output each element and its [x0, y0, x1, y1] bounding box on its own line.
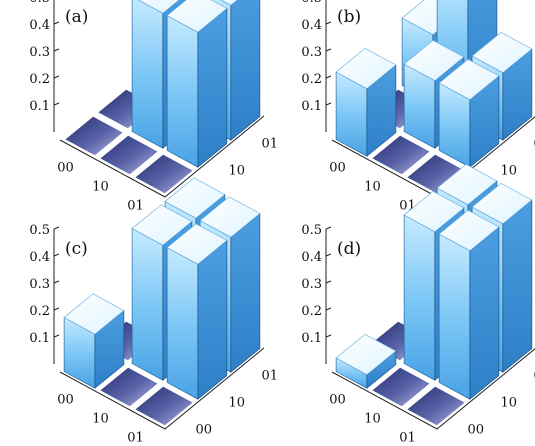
z-tick-label: 0.4: [29, 250, 50, 265]
row-label: 10: [364, 412, 381, 427]
z-tick-mark: [325, 253, 332, 257]
z-tick-label: 0.3: [301, 277, 322, 292]
z-tick-label: 0.5: [29, 0, 50, 6]
row-label: 10: [364, 180, 381, 195]
bar-01-00: [404, 384, 468, 428]
row-label: 00: [57, 161, 74, 176]
z-tick-mark: [53, 226, 60, 230]
z-tick-label: 0.4: [301, 18, 322, 33]
panel-c: 0.1 0.2 0.3 0.4 0.5 (c) 00 10 01 00 10 01: [29, 177, 279, 446]
z-tick-label: 0.4: [29, 18, 50, 33]
z-tick-mark: [325, 75, 332, 79]
z-tick-label: 0.5: [29, 223, 50, 238]
z-tick-mark: [325, 102, 332, 106]
z-tick-mark: [53, 102, 60, 106]
z-tick-label: 0.3: [29, 45, 50, 60]
bar-01-00: [132, 152, 196, 196]
floor-edge: [59, 347, 265, 430]
row-label: 01: [127, 431, 144, 446]
z-tick-label: 0.1: [29, 99, 50, 114]
z-tick-mark: [325, 334, 332, 338]
col-label: 00: [196, 423, 213, 438]
z-tick-label: 0.2: [29, 72, 50, 87]
z-tick-mark: [325, 280, 332, 284]
col-label: 10: [229, 396, 246, 411]
z-tick-mark: [325, 226, 332, 230]
z-tick-mark: [53, 280, 60, 284]
bar-10-00: [369, 365, 433, 409]
z-tick-label: 0.1: [301, 331, 322, 346]
col-label: 01: [534, 369, 535, 384]
z-tick-label: 0.3: [301, 45, 322, 60]
z-tick-mark: [53, 48, 60, 52]
bar-00-00: [62, 114, 126, 158]
row-label: 00: [329, 161, 346, 176]
z-tick-mark: [53, 75, 60, 79]
z-tick-mark: [325, 21, 332, 25]
bar-01-00: [132, 384, 196, 428]
col-label: 10: [501, 164, 518, 179]
bar-00-00: [335, 47, 397, 157]
row-label: 00: [329, 393, 346, 408]
row-label: 10: [92, 412, 109, 427]
bar-01-10: [166, 0, 228, 168]
bar-00-00: [335, 333, 397, 389]
panel-label: (b): [337, 7, 361, 27]
col-label: 00: [468, 423, 485, 438]
z-tick-label: 0.2: [301, 304, 322, 319]
z-tick-mark: [325, 307, 332, 311]
z-tick-label: 0.5: [301, 223, 322, 238]
col-label: 01: [534, 137, 535, 152]
z-tick-label: 0.2: [301, 72, 322, 87]
col-label: 10: [501, 396, 518, 411]
bar-10-00: [97, 133, 161, 177]
z-tick-label: 0.1: [301, 99, 322, 114]
bar-10-00: [369, 133, 433, 177]
floor-edge: [331, 348, 535, 430]
bar-01-10: [438, 209, 500, 400]
z-tick-mark: [53, 253, 60, 257]
col-label: 10: [229, 164, 246, 179]
z-tick-mark: [53, 21, 60, 25]
z-tick-mark: [53, 307, 60, 311]
floor-edge: [59, 115, 265, 198]
row-label: 10: [92, 180, 109, 195]
panel-d: 0.1 0.2 0.3 0.4 0.5 (d) 00 10 01 00 10 01: [301, 163, 535, 446]
z-tick-label: 0.4: [301, 250, 322, 265]
bar-01-10: [438, 58, 500, 168]
z-tick-label: 0.3: [29, 277, 50, 292]
panel-label: (d): [337, 239, 361, 259]
panel-label: (a): [65, 7, 88, 27]
panel-label: (c): [65, 239, 88, 259]
col-label: 01: [262, 137, 279, 152]
z-tick-mark: [325, 48, 332, 52]
z-tick-label: 0.1: [29, 331, 50, 346]
bar-00-00: [63, 293, 125, 389]
row-label: 01: [399, 431, 416, 446]
bar-10-00: [97, 365, 161, 409]
z-tick-mark: [53, 334, 60, 338]
col-label: 01: [262, 369, 279, 384]
row-label: 00: [57, 393, 74, 408]
z-tick-label: 0.5: [301, 0, 322, 6]
row-label: 01: [127, 199, 144, 214]
bar-01-10: [166, 223, 228, 400]
z-tick-label: 0.2: [29, 304, 50, 319]
